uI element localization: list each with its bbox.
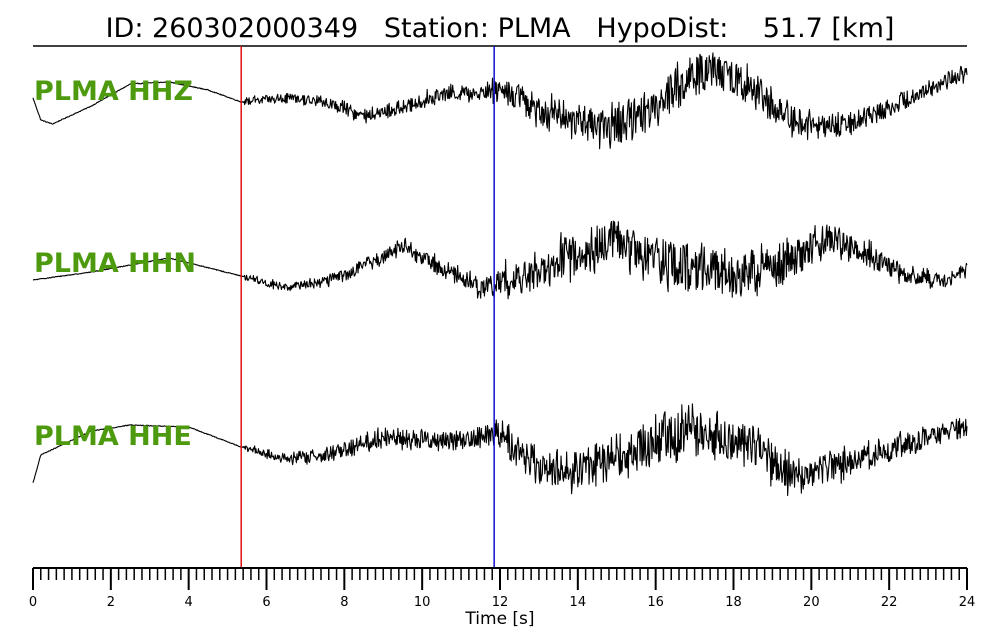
time-axis: 0 2 4 6 8 10 12 14 16 18 20 22 24 <box>29 567 976 610</box>
channel-labels-group: PLMA HHZ PLMA HHN PLMA HHE <box>34 76 196 452</box>
traces-group <box>32 52 968 497</box>
x-tick-label: 16 <box>647 595 664 610</box>
x-tick-label: 8 <box>340 595 348 610</box>
channel-label: PLMA HHN <box>34 248 196 279</box>
x-tick-label: 18 <box>725 595 742 610</box>
x-tick-label: 4 <box>185 595 193 610</box>
x-tick-label: 14 <box>570 595 587 610</box>
x-tick-label: 0 <box>29 595 37 610</box>
x-tick-label: 20 <box>803 595 820 610</box>
x-tick-label: 12 <box>492 595 509 610</box>
channel-label: PLMA HHZ <box>34 76 193 107</box>
x-tick-label: 2 <box>107 595 115 610</box>
x-tick-label: 6 <box>262 595 270 610</box>
trace-plma-hhe <box>32 403 968 497</box>
trace-plma-hhn <box>32 220 968 300</box>
x-tick-label: 10 <box>414 595 431 610</box>
channel-label: PLMA HHE <box>34 421 192 452</box>
pick-markers-group <box>240 46 495 568</box>
plot-title: ID: 260302000349 Station: PLMA HypoDist:… <box>106 13 895 44</box>
x-tick-label: 24 <box>959 595 976 610</box>
x-tick-label: 22 <box>881 595 898 610</box>
x-axis-label: Time [s] <box>464 609 534 629</box>
trace-plma-hhz <box>32 52 968 150</box>
